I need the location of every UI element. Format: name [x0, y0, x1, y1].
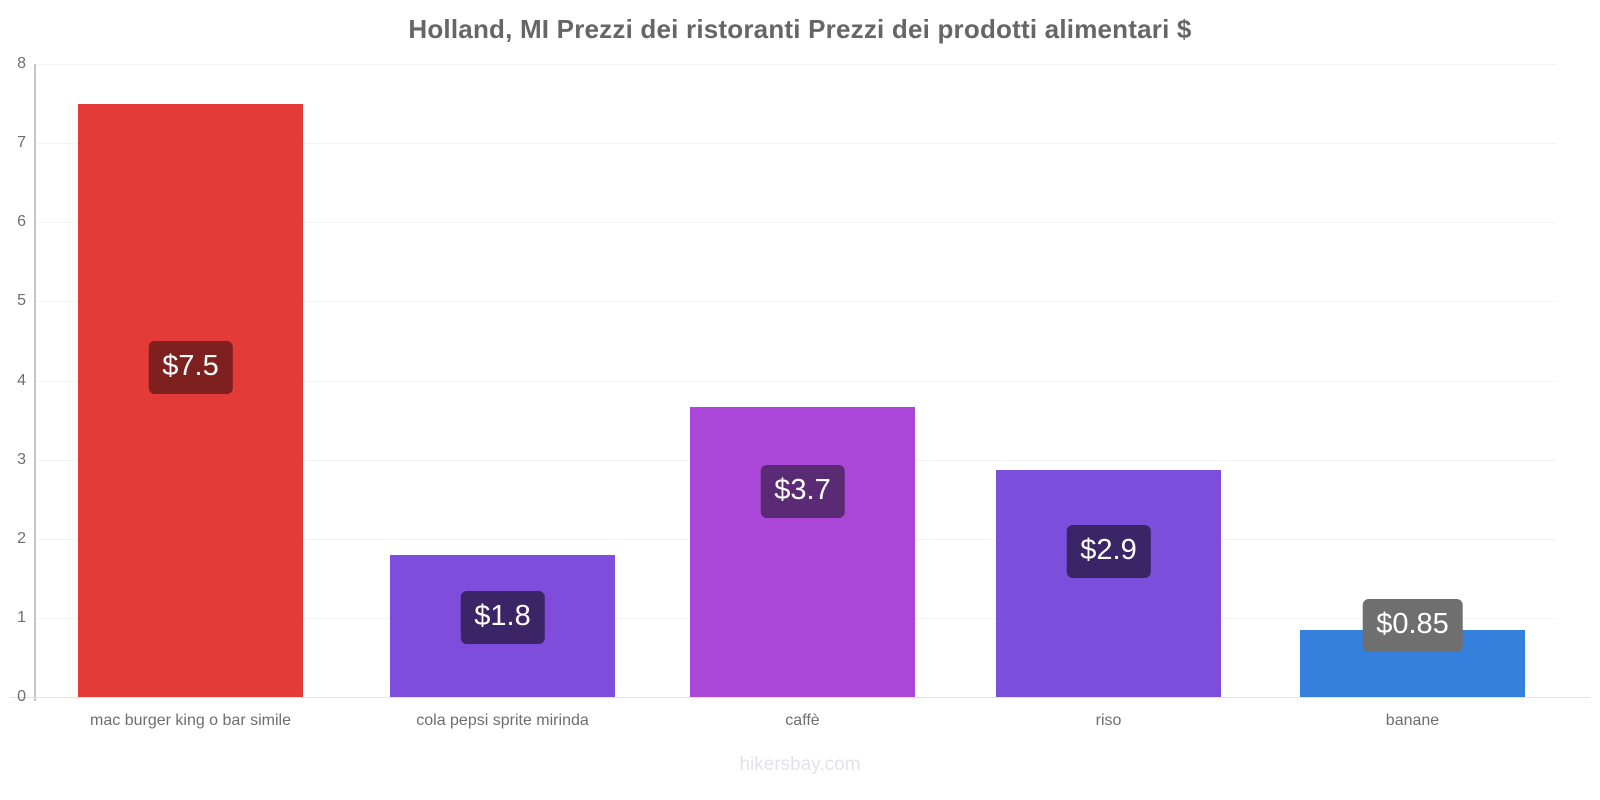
bar-riso[interactable]: $2.9 — [996, 470, 1221, 697]
x-label-3: caffè — [785, 712, 820, 729]
y-tick-3: 3 — [17, 451, 26, 468]
bar-value-label-1: $7.5 — [148, 341, 233, 394]
bar-mac-burger-king-o-bar-simile[interactable]: $7.5 — [78, 104, 303, 697]
source-credit: hikersbay.com — [739, 754, 861, 775]
y-tick-2: 2 — [17, 530, 26, 547]
bar-value-label-2: $1.8 — [460, 591, 545, 644]
bar-caffe[interactable]: $3.7 — [690, 407, 915, 697]
plot-area: $7.5 $1.8 $3.7 $2.9 $0.85 — [34, 64, 1557, 697]
gridline-4 — [34, 381, 1557, 382]
y-tick-4: 4 — [17, 372, 26, 389]
x-label-1: mac burger king o bar simile — [90, 712, 291, 729]
y-tick-6: 6 — [17, 213, 26, 230]
y-axis-tick-labels: 0 1 2 3 4 5 6 7 8 — [0, 55, 26, 705]
y-tick-5: 5 — [17, 292, 26, 309]
chart-title: Holland, MI Prezzi dei ristoranti Prezzi… — [408, 14, 1192, 44]
x-axis-category-labels: mac burger king o bar simile cola pepsi … — [34, 712, 1557, 742]
x-label-4: riso — [1095, 712, 1122, 729]
bar-cola-pepsi-sprite-mirinda[interactable]: $1.8 — [390, 555, 615, 697]
y-tick-0: 0 — [17, 688, 26, 705]
gridline-7 — [34, 143, 1557, 144]
x-axis-baseline — [10, 697, 1590, 698]
gridline-6 — [34, 222, 1557, 223]
x-label-2: cola pepsi sprite mirinda — [416, 712, 589, 729]
bar-value-label-3: $3.7 — [760, 465, 845, 518]
gridline-8 — [34, 64, 1557, 65]
bar-banane[interactable]: $0.85 — [1300, 599, 1525, 697]
y-tick-7: 7 — [17, 134, 26, 151]
bar-value-label-4: $2.9 — [1066, 525, 1151, 578]
bar-value-label-5: $0.85 — [1362, 599, 1463, 652]
gridline-5 — [34, 301, 1557, 302]
y-axis-line — [34, 64, 36, 701]
y-tick-1: 1 — [17, 609, 26, 626]
y-tick-8: 8 — [17, 55, 26, 72]
x-label-5: banane — [1385, 712, 1440, 729]
